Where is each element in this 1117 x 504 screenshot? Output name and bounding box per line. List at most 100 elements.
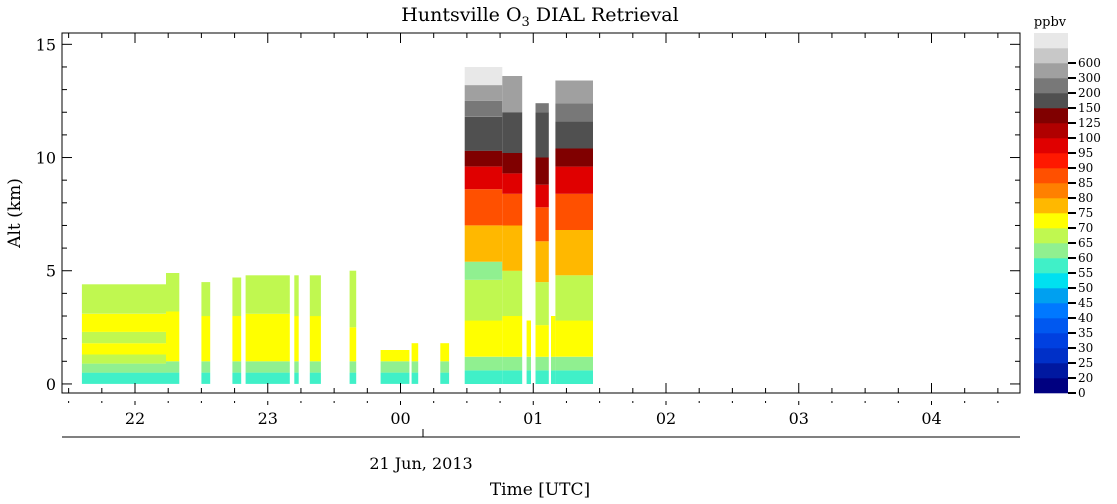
colorbar-label: 90 [1078,161,1093,175]
ozone-band [245,372,290,384]
colorbar-label: 25 [1078,356,1093,370]
ozone-band [464,320,503,357]
x-tick-label: 03 [789,409,809,428]
ozone-band [166,372,180,384]
ozone-band [380,361,410,373]
colorbar-swatch [1034,363,1068,379]
ozone-band [380,372,410,384]
y-tick-label: 0 [46,375,56,394]
ozone-band [555,356,593,371]
ozone-band [555,121,593,149]
colorbar-swatch [1034,258,1068,274]
ozone-band [535,184,549,208]
x-axis: 22 23 00 01 02 03 04 [68,33,999,428]
colorbar-label: 55 [1078,266,1093,280]
y-tick-label: 10 [36,149,56,168]
ozone-band [464,67,503,86]
ozone-band [309,361,321,373]
x-tick-label: 01 [523,409,543,428]
ozone-band [81,372,166,384]
ozone-band [464,116,503,151]
ozone-band [294,316,299,362]
x-axis-label: Time [UTC] [490,480,590,500]
ozone-band [201,316,211,362]
ozone-band [464,279,503,321]
colorbar-label: 0 [1078,386,1086,400]
ozone-band [555,320,593,357]
ozone-band [349,327,357,362]
plot-frame [61,32,1021,394]
y-tick-label: 5 [46,262,56,281]
ozone-band [464,150,503,167]
ozone-band [81,363,166,373]
colorbar-swatch [1034,243,1068,259]
colorbar-label: 80 [1078,191,1093,205]
colorbar-swatch [1034,48,1068,64]
colorbar-label: 95 [1078,146,1093,160]
colorbar-swatch [1034,153,1068,169]
ozone-band [440,361,450,373]
ozone-band [464,370,503,384]
colorbar-swatch [1034,228,1068,244]
ozone-band [551,316,556,357]
colorbar-swatch [1034,318,1068,334]
ozone-band [440,343,450,362]
ozone-band [232,372,242,384]
ozone-band [535,241,549,283]
ozone-band [502,173,523,194]
ozone-band [535,157,549,185]
colorbar-label: 200 [1078,86,1101,100]
ozone-band [555,193,593,230]
ozone-band [309,372,321,384]
ozone-band [502,76,523,113]
ozone-band [502,316,523,357]
colorbar-label: 20 [1078,371,1093,385]
ozone-band [294,275,299,317]
ozone-band [440,372,450,384]
ozone-band [464,100,503,117]
ozone-band [535,282,549,326]
ozone-band [81,284,166,314]
colorbar-swatch [1034,378,1068,394]
ozone-band [555,148,593,167]
ozone-band [464,166,503,190]
ozone-band [245,361,290,373]
ozone-band [555,166,593,194]
ozone-band [555,230,593,276]
ozone-band [464,189,503,226]
ozone-band [166,361,180,373]
colorbar-swatch [1034,348,1068,364]
colorbar-swatch [1034,273,1068,289]
ozone-band [232,277,242,316]
date-label: 21 Jun, 2013 [369,454,472,473]
ozone-band [201,282,211,317]
colorbar-swatch [1034,93,1068,109]
ozone-band [535,370,549,384]
ozone-band [349,372,357,384]
colorbar-swatch [1034,108,1068,124]
chart-title: Huntsville O3 DIAL Retrieval [401,4,678,30]
colorbar-label: 85 [1078,176,1093,190]
ozone-band [464,225,503,262]
colorbar-swatch [1034,63,1068,79]
colorbar-swatch [1034,213,1068,229]
ozone-band [555,80,593,104]
ozone-band [166,273,180,312]
colorbar-label: 600 [1078,56,1101,70]
colorbar-label: 40 [1078,311,1093,325]
colorbar-swatch [1034,288,1068,304]
ozone-band [535,112,549,158]
colorbar-label: 65 [1078,236,1093,250]
ozone-band [502,153,523,174]
colorbar-swatch [1034,123,1068,139]
ozone-band [349,270,357,328]
colorbar-label: 35 [1078,326,1093,340]
ozone-band [245,313,290,362]
ozone-band [309,316,321,362]
ozone-band [166,311,180,362]
colorbar-label: 150 [1078,101,1101,115]
colorbar-swatch [1034,78,1068,94]
ozone-band [502,370,523,384]
ozone-band [411,343,419,362]
